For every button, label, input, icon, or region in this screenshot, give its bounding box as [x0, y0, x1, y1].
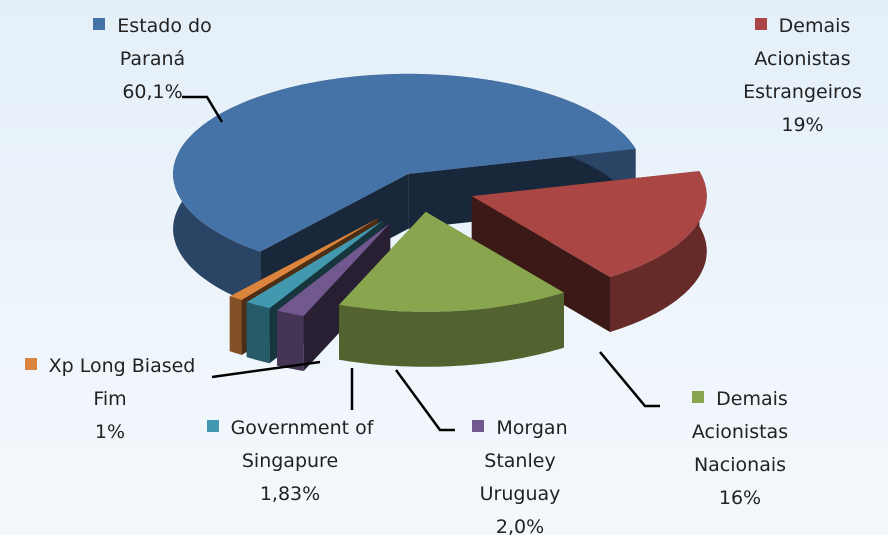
slice-side [277, 223, 391, 366]
slice-name: Demais Acionistas Nacionais [691, 388, 789, 476]
legend-swatch [472, 420, 485, 432]
slice-wall [339, 292, 564, 367]
pie-slice [173, 73, 636, 252]
leader-line [599, 351, 660, 408]
slice-value: 2,0% [495, 516, 545, 535]
legend-swatch [206, 420, 219, 432]
slice-name: Xp Long Biased Fim [48, 355, 196, 410]
leader-line [394, 369, 455, 432]
slice-side [471, 196, 610, 332]
pie-slice [277, 223, 391, 316]
slice-wall [229, 296, 242, 355]
pie-slice [339, 211, 564, 312]
slice-wall [246, 302, 270, 364]
slice-label: Demais Acionistas Estrangeiros 19% [730, 10, 875, 142]
slice-value: 16% [718, 487, 762, 509]
slice-label: Government of Singapure 1,83% [185, 412, 395, 511]
slice-value: 1% [94, 421, 126, 443]
slice-label: Morgan Stanley Uruguay 2,0% [465, 412, 575, 535]
slice-wall [277, 310, 304, 371]
pie-slice [471, 171, 707, 277]
slice-value: 1,83% [259, 483, 321, 505]
legend-swatch [93, 18, 106, 30]
slice-name: Morgan Stanley Uruguay [479, 417, 568, 505]
slice-value: 19% [781, 114, 824, 136]
slice-label: Estado do Paraná 60,1% [70, 10, 235, 109]
slice-value: 60,1% [122, 81, 183, 103]
pie-slice [229, 218, 378, 300]
legend-swatch [692, 391, 705, 403]
legend-swatch [24, 358, 37, 370]
slice-label: Demais Acionistas Nacionais 16% [670, 383, 810, 515]
leader-line [211, 360, 321, 379]
slice-label: Xp Long Biased Fim 1% [10, 350, 210, 449]
slice-wall [610, 171, 707, 332]
pie-slice [246, 220, 383, 309]
slice-name: Demais Acionistas Estrangeiros [743, 15, 862, 103]
legend-swatch [754, 18, 767, 30]
slice-name: Estado do Paraná [117, 15, 212, 70]
leader-line [182, 95, 224, 123]
slice-name: Government of Singapure [230, 417, 374, 472]
